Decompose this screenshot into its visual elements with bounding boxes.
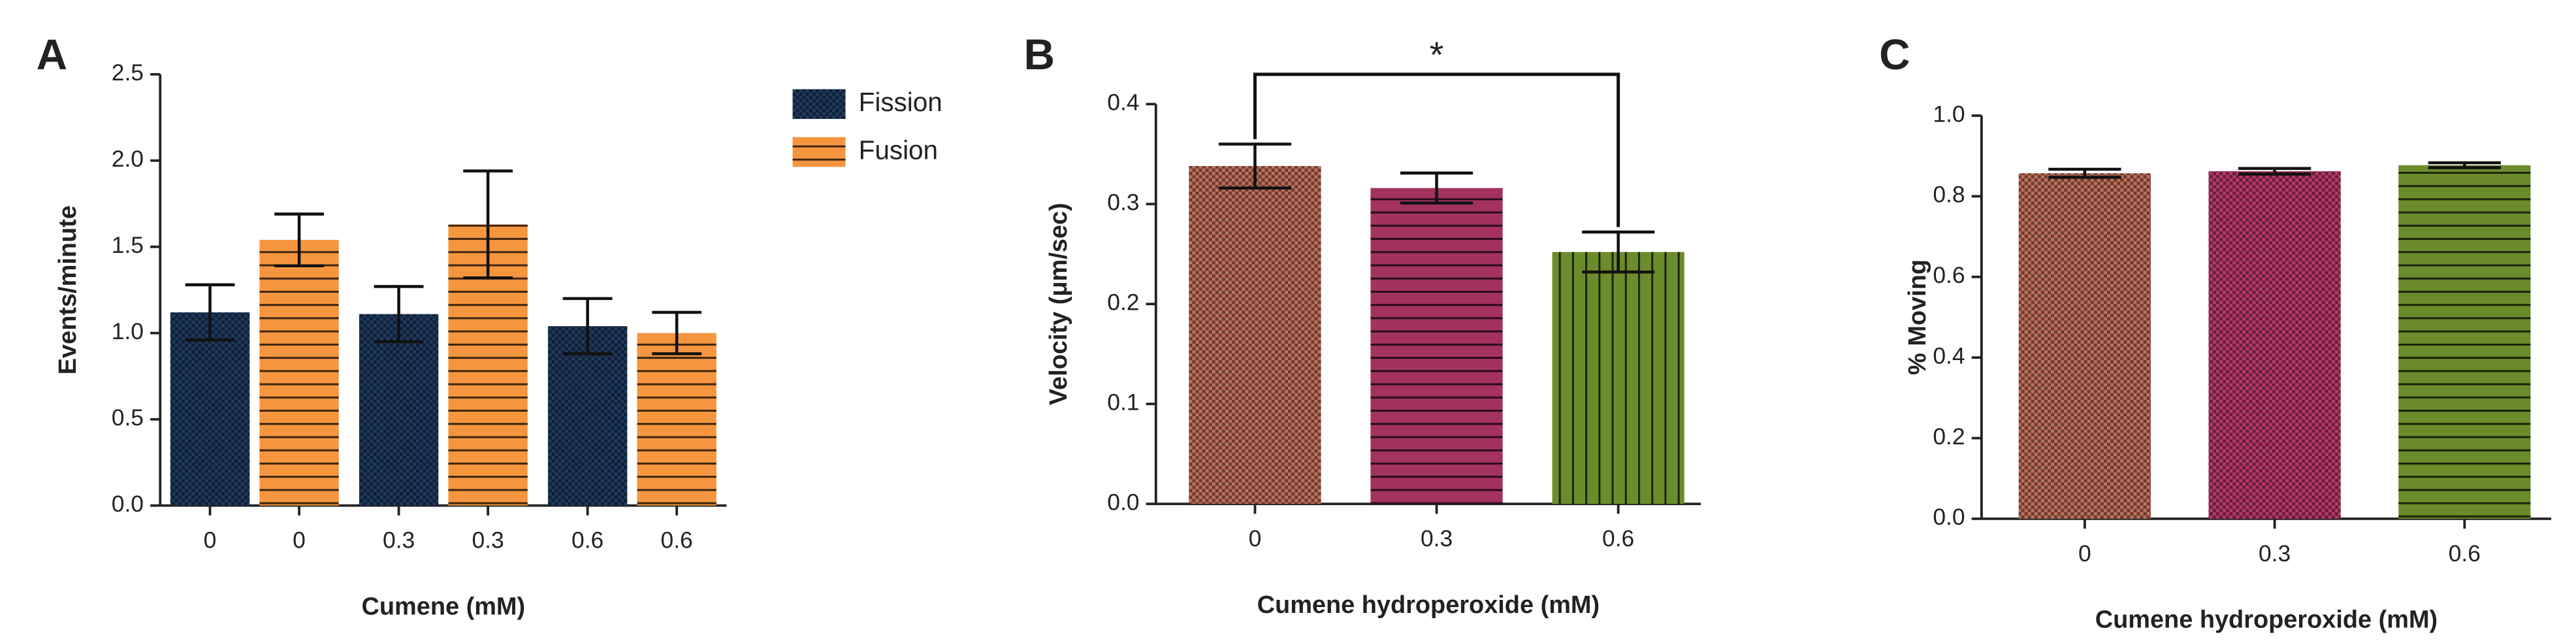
legend-swatch-pattern <box>792 89 846 120</box>
y-tick-label: 0.1 <box>1107 390 1139 416</box>
x-tick-label: 0.3 <box>383 528 415 553</box>
x-tick-label: 0 <box>204 528 217 553</box>
y-tick-label: 1.0 <box>112 319 144 344</box>
x-tick-label: 0.3 <box>2259 541 2291 567</box>
y-tick-label: 0.4 <box>1933 343 1965 369</box>
bar-pattern <box>637 333 716 506</box>
x-tick-label: 0 <box>293 528 306 553</box>
y-tick-label: 2.0 <box>112 146 144 172</box>
legend-swatch-pattern <box>792 137 846 167</box>
bar-pattern <box>1370 188 1503 504</box>
bar-pattern <box>2208 171 2341 519</box>
bar-pattern <box>547 326 628 506</box>
y-tick-label: 2.5 <box>112 60 144 86</box>
bar-pattern <box>170 312 250 506</box>
legend-label: Fission <box>859 87 942 117</box>
bar-pattern <box>2018 173 2151 519</box>
panel-label: A <box>37 30 67 78</box>
y-axis-label: Events/minute <box>54 205 82 374</box>
x-tick-label: 0 <box>1249 526 1262 552</box>
panel-label: C <box>1879 30 1910 78</box>
legend-label: Fusion <box>859 135 938 165</box>
y-tick-label: 0.3 <box>1107 190 1139 216</box>
x-tick-label: 0 <box>2078 541 2091 567</box>
bar-pattern <box>359 314 439 506</box>
y-tick-label: 0.2 <box>1107 290 1139 316</box>
x-tick-label: 0.6 <box>1602 526 1634 552</box>
annotation: * <box>1430 35 1444 75</box>
y-tick-label: 0.0 <box>1107 489 1139 515</box>
x-tick-label: 0.6 <box>2449 541 2481 567</box>
x-tick-label: 0.3 <box>1421 526 1453 552</box>
bar-pattern <box>259 240 339 506</box>
bar-pattern <box>2398 165 2531 519</box>
y-tick-label: 1.5 <box>112 233 144 258</box>
y-tick-label: 0.0 <box>112 491 144 517</box>
y-tick-label: 0.2 <box>1933 424 1965 450</box>
significance-bracket <box>1253 73 1620 227</box>
x-tick-label: 0.3 <box>472 528 504 553</box>
y-tick-label: 1.0 <box>1933 101 1965 127</box>
x-axis-label: Cumene hydroperoxide (mM) <box>2095 606 2438 634</box>
x-axis-label: Cumene (mM) <box>362 593 526 620</box>
y-axis-label: % Moving <box>1904 259 1931 375</box>
x-tick-label: 0.6 <box>661 528 693 553</box>
y-tick-label: 0.0 <box>1933 504 1965 530</box>
y-axis-label: Velocity (μm/sec) <box>1045 203 1072 405</box>
y-tick-label: 0.4 <box>1107 90 1139 116</box>
y-tick-label: 0.8 <box>1933 182 1965 208</box>
bar-pattern <box>1189 166 1321 504</box>
y-tick-label: 0.5 <box>112 405 144 431</box>
panel-label: B <box>1023 30 1054 78</box>
y-tick-label: 0.6 <box>1933 263 1965 288</box>
x-axis-label: Cumene hydroperoxide (mM) <box>1257 591 1600 619</box>
bar-pattern <box>1552 252 1684 504</box>
x-tick-label: 0.6 <box>572 528 604 553</box>
